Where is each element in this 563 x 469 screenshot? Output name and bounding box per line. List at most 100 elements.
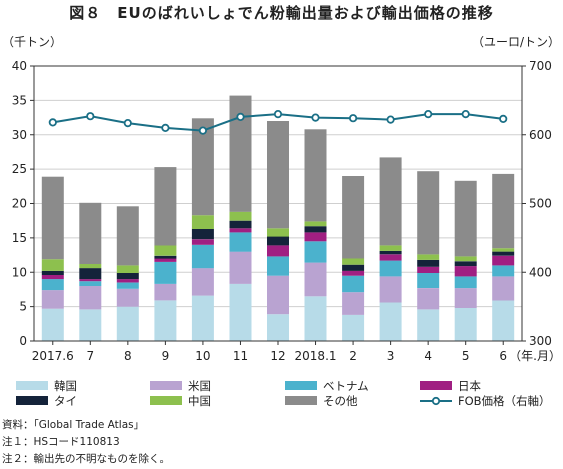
price-point [386, 115, 395, 124]
y-tick-label: 30 [12, 128, 27, 142]
bar-segment [41, 308, 64, 341]
bar-segment [342, 270, 365, 276]
bar-segment [79, 281, 102, 286]
bar-segment [267, 256, 289, 276]
price-point [311, 113, 320, 122]
price-point [461, 110, 470, 119]
x-axis-unit: （年.月） [509, 349, 561, 363]
bar-segment [229, 95, 252, 212]
price-point [236, 112, 245, 122]
bar-segment [379, 157, 402, 246]
bar-segment [492, 300, 515, 341]
legend-swatch [285, 396, 317, 405]
bar-segment [267, 245, 289, 257]
bar-segment [79, 202, 102, 264]
bar-segment [454, 180, 477, 257]
bar-segment [492, 248, 515, 252]
bar-segment [342, 264, 365, 271]
bar-segment [116, 272, 139, 280]
legend-label: 日本 [458, 379, 481, 393]
bar-segment [116, 282, 139, 289]
bar-segment [229, 283, 252, 341]
legend-swatch [150, 396, 182, 405]
bar-segment [191, 295, 214, 341]
bar-segment [191, 244, 214, 269]
bar-segment [304, 221, 327, 227]
bar-segment [116, 206, 139, 266]
x-tick-label: 11 [233, 349, 248, 363]
bar-segment [304, 232, 327, 242]
line-layer [48, 110, 508, 135]
legend-swatch [16, 381, 48, 390]
bar-segment [342, 314, 365, 341]
bar-segment [41, 176, 64, 260]
bar-segment [492, 255, 515, 266]
bar-segment [116, 279, 139, 283]
x-tick-label: 2017.6 [32, 349, 74, 363]
bar-segment [454, 261, 477, 267]
bar-segment [304, 262, 327, 297]
legend-swatch [420, 381, 452, 390]
bar-segment [79, 264, 102, 269]
y2-tick-label: 300 [529, 334, 552, 348]
bar-segment [304, 296, 327, 341]
price-point [161, 123, 170, 133]
y-tick-label: 10 [12, 265, 27, 279]
bar-segment [492, 251, 515, 256]
bar-segment [154, 245, 177, 256]
x-tick-label: 8 [124, 349, 132, 363]
bar-segment [229, 232, 252, 252]
y-tick-label: 35 [12, 93, 27, 107]
y-tick-label: 40 [12, 59, 27, 73]
bar-segment [417, 272, 440, 288]
bar-segment [116, 306, 139, 341]
legend-label: 韓国 [54, 379, 77, 393]
bar-segment [379, 250, 402, 255]
bar-segment [229, 211, 252, 221]
bar-segment [267, 314, 289, 341]
y2-tick-label: 700 [529, 59, 552, 73]
y2-tick-label: 600 [529, 128, 552, 142]
note-2: 注２：輸出先の不明なものを除く。 [2, 453, 170, 465]
bar-segment [79, 286, 102, 310]
y-tick-label: 15 [12, 231, 27, 245]
y-tick-label: 5 [19, 300, 27, 314]
bar-segment [191, 268, 214, 296]
bar-segment [154, 261, 177, 284]
bar-segment [79, 309, 102, 341]
x-tick-label: 6 [499, 349, 507, 363]
bar-segment [379, 245, 402, 251]
bar-segment [41, 290, 64, 309]
y-tick-label: 25 [12, 162, 27, 176]
bar-segment [41, 270, 64, 275]
note-1: 注１：HSコード110813 [2, 436, 120, 448]
bar-segment [154, 283, 177, 301]
price-point [123, 119, 132, 128]
bar-segment [454, 308, 477, 341]
legend-label: 中国 [188, 394, 211, 408]
y-tick-label: 20 [12, 197, 27, 211]
bar-segment [41, 279, 64, 291]
bar-segment [492, 265, 515, 277]
bar-segment [229, 220, 252, 229]
legend-swatch [285, 381, 317, 390]
y2-tick-label: 400 [529, 265, 552, 279]
bar-segment [417, 288, 440, 310]
bar-segment [417, 266, 440, 273]
price-point [348, 114, 358, 123]
bar-segment [454, 288, 477, 308]
x-tick-label: 3 [387, 349, 395, 363]
bar-segment [417, 254, 440, 260]
y-axis-unit: （千トン） [2, 35, 62, 49]
price-point [499, 114, 508, 124]
legend-label: FOB価格（右軸） [458, 394, 551, 408]
bar-segment [304, 241, 327, 263]
bar-segment [379, 302, 402, 341]
bar-segment [417, 259, 440, 267]
bar-segment [229, 251, 252, 284]
chart-title: 図８ EUのばれいしょでん粉輸出量および輸出価格の推移 [69, 4, 494, 22]
price-point [273, 110, 283, 119]
